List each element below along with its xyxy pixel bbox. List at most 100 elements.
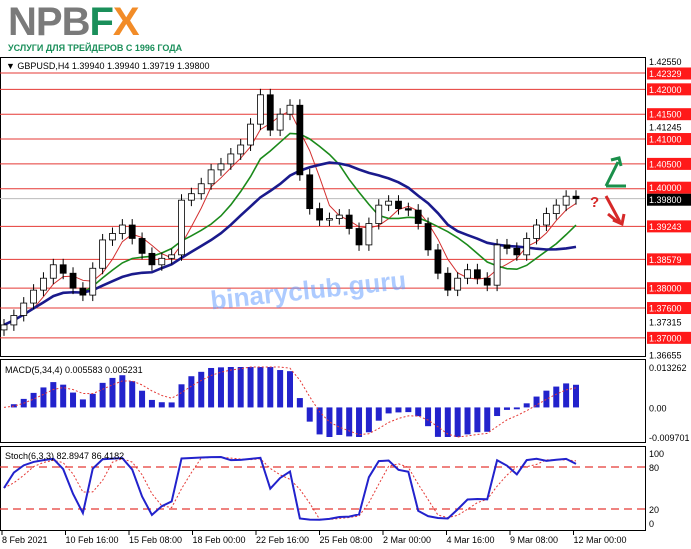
macd-bar xyxy=(365,407,372,433)
candle-body xyxy=(286,104,294,115)
macd-bar xyxy=(148,399,155,408)
candle-body xyxy=(10,315,18,326)
level-price-label: 1.40500 xyxy=(649,159,682,169)
macd-bar xyxy=(336,407,343,435)
stoch-panel-frame xyxy=(0,446,646,531)
current-price-tag xyxy=(647,193,691,206)
macd-panel-frame xyxy=(0,359,646,443)
macd-bar xyxy=(227,367,234,408)
candle-body xyxy=(572,195,580,200)
candle-body xyxy=(178,199,185,256)
macd-bar xyxy=(247,367,254,408)
level-price-tag xyxy=(647,282,691,295)
macd-bar xyxy=(99,382,106,408)
macd-bar xyxy=(237,367,244,408)
stoch-axis-tick: 20 xyxy=(649,505,659,515)
candle-body xyxy=(59,264,67,274)
candle-body xyxy=(365,223,373,246)
time-axis-tick: 2 Mar 00:00 xyxy=(383,535,431,545)
candle-body xyxy=(375,204,383,224)
macd-axis-tick: -0.009701 xyxy=(649,433,690,443)
macd-axis-tick: 0.013262 xyxy=(649,363,687,373)
candle-body xyxy=(552,204,560,214)
macd-bar xyxy=(158,402,165,408)
macd-bar xyxy=(494,407,501,417)
price-axis-tick: 1.37315 xyxy=(649,318,682,328)
level-price-label: 1.42000 xyxy=(649,85,682,95)
stoch-axis-tick: 0 xyxy=(649,519,654,529)
macd-bar xyxy=(543,390,550,408)
current-price-label: 1.39800 xyxy=(649,195,682,205)
candle-body xyxy=(69,272,77,289)
macd-bar xyxy=(375,407,382,421)
macd-bar xyxy=(79,399,86,408)
level-price-tag xyxy=(647,181,691,194)
candle-body xyxy=(148,252,156,266)
macd-bar xyxy=(523,403,530,408)
level-price-tag xyxy=(647,133,691,146)
time-axis-tick: 25 Feb 08:00 xyxy=(320,535,373,545)
candle-body xyxy=(326,218,333,221)
macd-bar xyxy=(484,407,491,432)
candle-body xyxy=(473,269,481,279)
level-price-tag xyxy=(647,157,691,170)
level-price-label: 1.39243 xyxy=(649,222,682,232)
level-price-tag xyxy=(647,108,691,121)
candle-body xyxy=(404,208,412,211)
candle-body xyxy=(217,163,225,171)
main-panel-frame xyxy=(0,57,646,357)
candle-body xyxy=(79,287,87,296)
macd-bar xyxy=(60,384,67,408)
candle-body xyxy=(414,209,422,224)
candle-body xyxy=(434,249,442,274)
macd-bar xyxy=(573,384,579,408)
macd-bar xyxy=(267,367,274,408)
macd-bar xyxy=(513,407,520,410)
time-axis-tick: 22 Feb 16:00 xyxy=(256,535,309,545)
macd-bar xyxy=(306,407,313,422)
candle-body xyxy=(20,302,28,316)
macd-bar xyxy=(208,367,215,408)
candle-body xyxy=(138,238,146,254)
candle-body xyxy=(118,224,126,234)
macd-bar xyxy=(356,407,363,437)
candle-body xyxy=(562,195,570,206)
candle-body xyxy=(454,277,462,291)
candle-body xyxy=(355,228,363,246)
candle-body xyxy=(345,214,353,229)
macd-bar xyxy=(464,407,471,435)
macd-bar xyxy=(553,386,560,408)
stoch-main-line xyxy=(3,456,577,521)
macd-bar xyxy=(425,407,432,427)
macd-bar xyxy=(257,367,264,408)
level-price-tag xyxy=(647,331,691,344)
arrow-up-icon xyxy=(604,156,626,188)
macd-bar xyxy=(139,390,146,408)
price-axis-tick: 1.42550 xyxy=(649,57,682,67)
candle-body xyxy=(523,238,531,256)
macd-bar xyxy=(326,407,333,437)
macd-bar xyxy=(287,371,293,408)
candle-body xyxy=(89,267,97,296)
macd-bar xyxy=(434,407,441,437)
candle-body xyxy=(227,153,235,165)
macd-bar xyxy=(119,375,126,408)
candle-body xyxy=(237,144,245,155)
macd-bar xyxy=(316,407,323,435)
candle-body xyxy=(306,174,314,210)
level-price-tag xyxy=(647,302,691,315)
candle-body xyxy=(247,123,254,146)
time-axis-tick: 12 Mar 00:00 xyxy=(574,535,627,545)
macd-bar xyxy=(70,392,77,408)
candle-body xyxy=(128,224,136,239)
npbfx-logo: NPBFX УСЛУГИ ДЛЯ ТРЕЙДЕРОВ С 1996 ГОДА xyxy=(8,0,183,53)
candle-body xyxy=(266,94,274,131)
macd-bar xyxy=(10,404,17,408)
time-axis-tick: 8 Feb 2021 xyxy=(2,535,48,545)
macd-bar xyxy=(129,381,136,408)
time-axis-tick: 15 Feb 08:00 xyxy=(129,535,182,545)
candle-body xyxy=(257,94,264,125)
candle-body xyxy=(276,113,284,131)
macd-bar xyxy=(385,407,392,414)
